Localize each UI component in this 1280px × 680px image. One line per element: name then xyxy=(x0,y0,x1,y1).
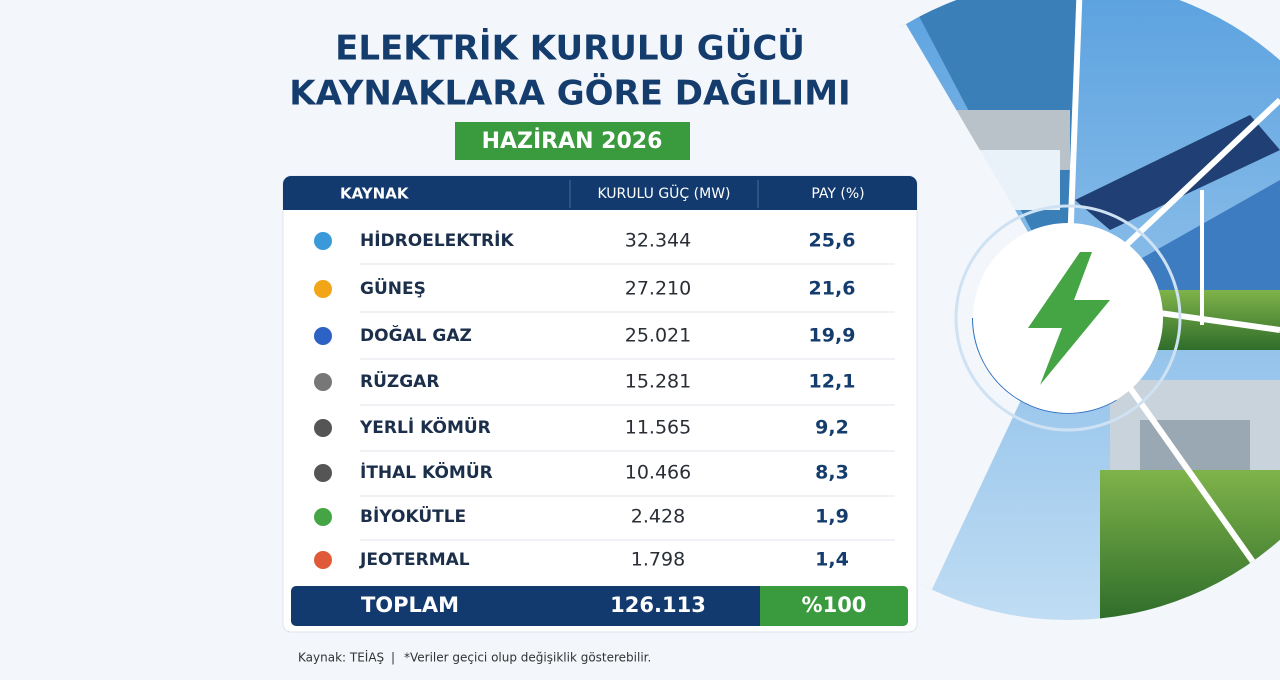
column-header: PAY (%) xyxy=(811,186,864,202)
total-pay: %100 xyxy=(802,593,867,617)
share: 19,9 xyxy=(809,325,856,347)
source-name: DOĞAL GAZ xyxy=(360,324,472,346)
source-name: JEOTERMAL xyxy=(359,550,470,570)
badge-text: HAZİRAN 2026 xyxy=(482,128,663,154)
ring xyxy=(954,204,1182,432)
photo-collage xyxy=(880,0,1280,620)
row-icon xyxy=(314,464,332,482)
installed-power: 2.428 xyxy=(631,506,685,528)
footer-source: Kaynak: TEİAŞ xyxy=(298,650,384,665)
row-icon xyxy=(314,280,332,298)
installed-power: 25.021 xyxy=(625,325,691,347)
total-pay-cell xyxy=(760,586,908,626)
row-icon xyxy=(314,508,332,526)
installed-power: 1.798 xyxy=(631,549,685,571)
source-name: HİDROELEKTRİK xyxy=(360,229,514,251)
row-icon xyxy=(314,551,332,569)
table-body: HİDROELEKTRİK 32.344 25,6 GÜNEŞ 27.210 21,6 DO… xyxy=(314,229,895,571)
installed-power: 15.281 xyxy=(625,371,691,393)
share: 1,4 xyxy=(815,549,849,571)
source-name: YERLİ KÖMÜR xyxy=(359,416,491,438)
installed-power: 10.466 xyxy=(625,462,691,484)
source-name: RÜZGAR xyxy=(360,370,439,392)
source-name: BİYOKÜTLE xyxy=(360,505,466,527)
row-icon xyxy=(314,232,332,250)
total-power: 126.113 xyxy=(610,593,706,617)
source-name: GÜNEŞ xyxy=(360,277,426,299)
footer-separator: | xyxy=(391,651,395,665)
bolt-icon xyxy=(1028,252,1110,385)
total-label: TOPLAM xyxy=(361,593,459,617)
footer-note: *Veriler geçici olup değişiklik göstereb… xyxy=(404,651,651,665)
badge xyxy=(455,122,690,160)
share: 8,3 xyxy=(815,462,849,484)
title-line: ELEKTRİK KURULU GÜCÜ xyxy=(335,28,805,69)
share: 21,6 xyxy=(809,278,856,300)
source-name: İTHAL KÖMÜR xyxy=(360,461,493,483)
column-header: KAYNAK xyxy=(340,185,410,203)
installed-power: 27.210 xyxy=(625,278,691,300)
column-header: KURULU GÜÇ (MW) xyxy=(598,184,731,202)
share: 12,1 xyxy=(809,371,856,393)
share: 1,9 xyxy=(815,506,849,528)
row-icon xyxy=(314,373,332,391)
installed-power: 11.565 xyxy=(625,417,691,439)
share: 9,2 xyxy=(815,417,849,439)
share: 25,6 xyxy=(809,230,856,252)
installed-power: 32.344 xyxy=(625,230,691,252)
title-line: KAYNAKLARA GÖRE DAĞILIMI xyxy=(289,73,850,114)
total-row xyxy=(291,586,908,626)
row-icon xyxy=(314,327,332,345)
row-icon xyxy=(314,419,332,437)
